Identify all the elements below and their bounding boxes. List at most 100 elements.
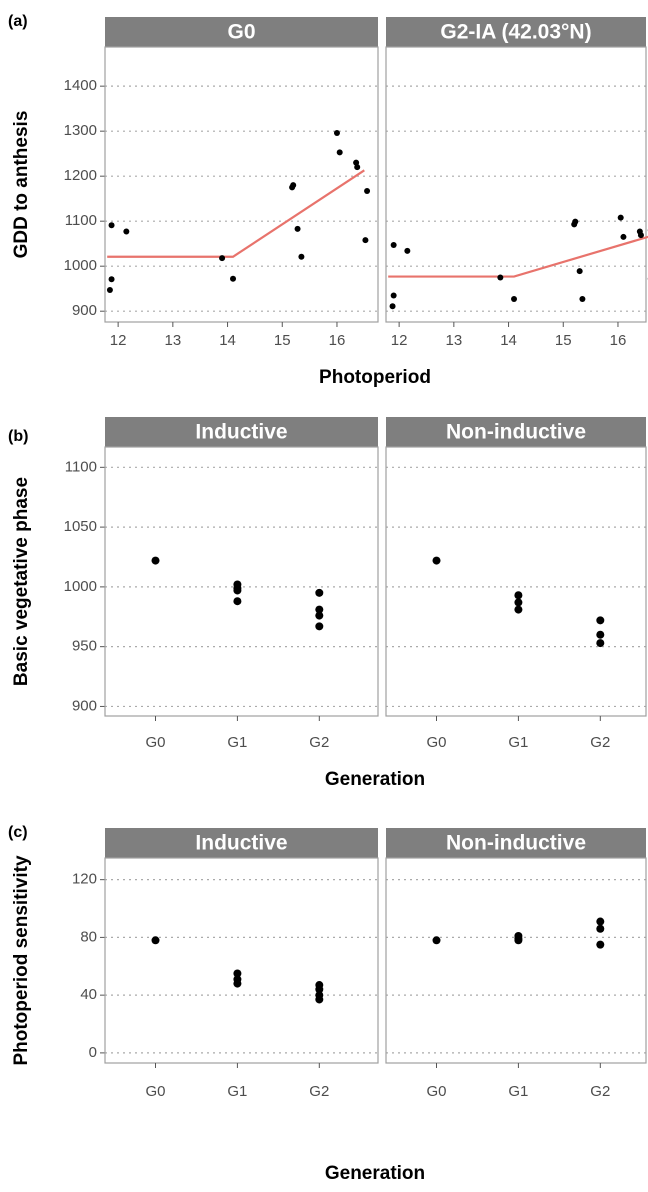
data-point <box>514 598 523 607</box>
facet-title: Non-inductive <box>446 421 586 444</box>
data-point <box>596 940 605 949</box>
facet-title: Inductive <box>195 832 287 855</box>
x-axis-title: Generation <box>325 769 425 790</box>
data-point <box>353 159 360 166</box>
facet-title: G2-IA (42.03°N) <box>440 21 591 44</box>
x-tick-label: G1 <box>508 1083 528 1100</box>
data-point <box>390 242 397 249</box>
data-point <box>151 936 160 945</box>
y-tick-label: 1000 <box>64 257 97 274</box>
y-tick-label: 1000 <box>64 578 97 595</box>
data-point <box>596 639 605 648</box>
data-point <box>315 622 324 631</box>
data-point <box>404 247 411 254</box>
data-point <box>596 924 605 933</box>
x-tick-label: G0 <box>145 734 165 751</box>
y-axis-title: Basic vegetative phase <box>11 477 32 686</box>
x-tick-label: G2 <box>590 1083 610 1100</box>
x-tick-label: 15 <box>274 332 291 349</box>
data-point <box>151 556 160 565</box>
data-point <box>637 232 644 239</box>
plot-border <box>104 46 379 323</box>
panel-label: (c) <box>8 824 28 841</box>
y-tick-label: 80 <box>80 928 97 945</box>
data-point <box>579 296 586 303</box>
data-point <box>432 936 441 945</box>
y-tick-label: 1200 <box>64 167 97 184</box>
y-axis-title: Photoperiod sensitivity <box>11 855 32 1066</box>
x-tick-label: 13 <box>164 332 181 349</box>
data-point <box>596 616 605 625</box>
facet-title: Non-inductive <box>446 832 586 855</box>
x-tick-label: G2 <box>309 1083 329 1100</box>
x-tick-label: 14 <box>219 332 236 349</box>
data-point <box>315 995 324 1004</box>
panel-label: (b) <box>8 428 28 445</box>
plot-border <box>385 857 647 1064</box>
plot-border <box>104 857 379 1064</box>
facet-strip <box>105 17 378 47</box>
facet-strip <box>105 417 378 447</box>
data-point <box>108 222 115 229</box>
data-point <box>354 164 361 171</box>
data-point <box>596 630 605 639</box>
y-tick-label: 120 <box>72 871 97 888</box>
fit-line <box>107 169 365 258</box>
facet-strip <box>105 828 378 858</box>
facet-title: Inductive <box>195 421 287 444</box>
y-tick-label: 900 <box>72 302 97 319</box>
fit-line <box>388 235 648 278</box>
x-axis-title: Photoperiod <box>319 367 431 388</box>
y-tick-label: 1100 <box>65 458 97 475</box>
data-point <box>497 274 504 281</box>
x-tick-label: G0 <box>426 1083 446 1100</box>
data-point <box>315 611 324 620</box>
data-point <box>620 233 627 240</box>
data-point <box>233 586 242 595</box>
x-tick-label: 14 <box>500 332 517 349</box>
data-point <box>514 591 523 600</box>
data-point <box>576 268 583 275</box>
y-tick-label: 1300 <box>64 122 97 139</box>
data-point <box>219 255 226 262</box>
data-point <box>123 228 130 235</box>
x-tick-label: G1 <box>227 1083 247 1100</box>
y-tick-label: 1400 <box>64 77 97 94</box>
data-point <box>315 588 324 597</box>
data-point <box>333 129 340 136</box>
data-point <box>106 287 113 294</box>
plot-border <box>385 46 647 323</box>
facet-strip <box>386 17 646 47</box>
data-point <box>514 936 523 945</box>
plot-border <box>104 446 379 717</box>
data-point <box>298 253 305 260</box>
facet-strip <box>386 828 646 858</box>
x-tick-label: 15 <box>555 332 572 349</box>
data-point <box>233 597 242 606</box>
y-tick-label: 40 <box>80 986 97 1003</box>
data-point <box>390 292 397 299</box>
data-point <box>290 182 297 189</box>
plot-border <box>385 446 647 717</box>
data-point <box>389 303 396 310</box>
x-tick-label: 12 <box>391 332 408 349</box>
x-axis-title: Generation <box>325 1163 425 1184</box>
y-tick-label: 1100 <box>65 212 97 229</box>
x-tick-label: G2 <box>590 734 610 751</box>
data-point <box>315 605 324 614</box>
x-tick-label: G1 <box>227 734 247 751</box>
data-point <box>336 149 343 156</box>
y-tick-label: 950 <box>72 638 97 655</box>
data-point <box>514 605 523 614</box>
data-point <box>572 218 579 225</box>
x-tick-label: G0 <box>426 734 446 751</box>
y-tick-label: 1050 <box>64 518 97 535</box>
x-tick-label: 13 <box>445 332 462 349</box>
data-point <box>432 556 441 565</box>
facet-title: G0 <box>227 21 255 44</box>
facet-strip <box>386 417 646 447</box>
data-point <box>362 237 369 244</box>
data-point <box>294 225 301 232</box>
y-tick-label: 900 <box>72 697 97 714</box>
